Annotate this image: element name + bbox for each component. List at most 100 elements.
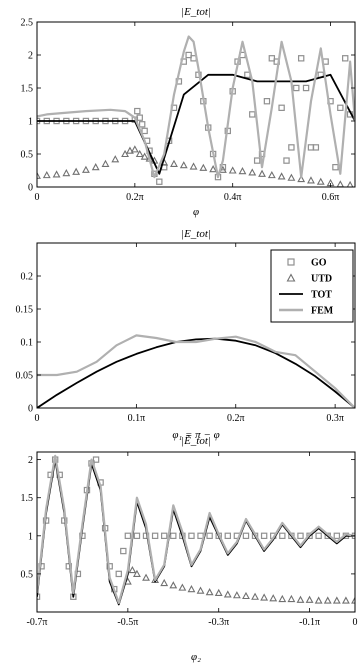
- chart-title: |Ẽ_tot|: [181, 435, 211, 447]
- go-point: [242, 532, 250, 540]
- utd-point: [42, 170, 51, 179]
- x-axis-label: φ₂: [191, 651, 201, 663]
- utd-point: [205, 588, 214, 596]
- legend-label-go: GO: [311, 258, 327, 269]
- utd-point: [238, 167, 247, 175]
- y-tick-label: 0: [28, 183, 33, 194]
- go-point: [279, 532, 286, 540]
- plot-area: [37, 35, 355, 187]
- x-tick-label: 0: [35, 192, 40, 203]
- utd-point: [140, 152, 149, 160]
- go-point: [141, 127, 148, 135]
- series-line-tot: [37, 73, 355, 175]
- y-tick-label: 0.5: [21, 569, 34, 580]
- go-point: [332, 164, 339, 171]
- chart-title: |E_tot|: [181, 6, 211, 18]
- utd-point: [178, 583, 187, 591]
- utd-point: [251, 592, 259, 600]
- plot-frame: [36, 242, 356, 409]
- utd-point: [133, 569, 141, 577]
- y-tick-label: 1: [28, 531, 33, 542]
- utd-point: [111, 155, 120, 163]
- plot-frame: [36, 21, 356, 188]
- utd-point: [228, 166, 237, 174]
- utd-point: [323, 596, 332, 604]
- go-point: [249, 111, 256, 118]
- utd-point: [336, 180, 345, 187]
- go-point: [297, 55, 305, 62]
- utd-point: [214, 588, 223, 597]
- utd-point: [199, 163, 208, 171]
- x-tick-label: 0.2π: [227, 413, 245, 424]
- series-line-fem: [37, 334, 355, 408]
- go-point: [333, 532, 341, 540]
- utd-point: [187, 584, 196, 593]
- go-point: [293, 84, 300, 92]
- go-point: [337, 104, 344, 111]
- utd-point: [287, 173, 296, 181]
- y-tick-label: 0: [28, 404, 33, 415]
- y-tick-label: 1.5: [21, 493, 34, 504]
- utd-point: [72, 167, 81, 175]
- go-point: [315, 532, 322, 540]
- utd-point: [314, 596, 323, 604]
- go-point: [120, 547, 127, 555]
- utd-point: [130, 145, 139, 153]
- x-tick-label: 0.4π: [224, 192, 242, 203]
- y-tick-label: 0.05: [16, 371, 34, 382]
- x-tick-label: 0: [35, 413, 40, 424]
- x-tick-label: 0.1π: [128, 413, 146, 424]
- plot-frame: [36, 451, 356, 613]
- legend-label-fem: FEM: [311, 306, 334, 317]
- utd-point: [305, 595, 314, 603]
- y-tick-label: 2: [28, 51, 33, 62]
- utd-point: [223, 590, 232, 598]
- go-point: [283, 157, 290, 164]
- x-axis-label: φ₁ = π − φ: [172, 429, 219, 441]
- y-tick-label: 1: [28, 117, 33, 128]
- go-point: [260, 532, 268, 540]
- go-point: [206, 532, 213, 540]
- utd-point: [135, 149, 144, 158]
- go-point: [136, 114, 143, 121]
- utd-point: [142, 573, 150, 581]
- x-tick-label: -0.1π: [299, 617, 320, 628]
- utd-point: [278, 594, 287, 603]
- x-tick-label: 0.6π: [322, 192, 340, 203]
- utd-point: [297, 174, 306, 183]
- go-point: [151, 532, 159, 540]
- utd-point: [52, 170, 61, 178]
- utd-point: [37, 171, 41, 179]
- utd-point: [209, 165, 218, 173]
- utd-point: [196, 586, 205, 594]
- utd-point: [126, 146, 134, 154]
- x-tick-label: 0.2π: [126, 192, 144, 203]
- chart-panel-2: |E_tot| 0 0.1π 0.2π 0.3π 0 0.05 0.1 0.15 0.2 φ₁ = …: [16, 228, 356, 441]
- y-tick-label: 0.2: [21, 272, 34, 283]
- legend-label-tot: TOT: [311, 290, 332, 301]
- series-line-tot: [37, 458, 355, 606]
- go-point: [115, 570, 122, 578]
- utd-point: [62, 168, 71, 177]
- y-tick-label: 1.5: [21, 84, 34, 95]
- utd-point: [287, 594, 296, 603]
- utd-point: [269, 594, 278, 602]
- utd-point: [296, 595, 305, 603]
- utd-point: [170, 159, 178, 167]
- series-line-tot: [37, 337, 355, 408]
- y-tick-label: 0.1: [21, 338, 34, 349]
- go-point: [312, 144, 320, 151]
- go-point: [133, 532, 141, 540]
- utd-point: [242, 591, 250, 600]
- go-point: [124, 532, 132, 540]
- utd-point: [232, 591, 241, 599]
- go-point: [297, 532, 304, 540]
- go-point: [185, 51, 192, 59]
- legend: GO UTD TOT FEM: [270, 249, 354, 323]
- chart-title: |E_tot|: [181, 228, 211, 240]
- utd-point: [341, 596, 350, 604]
- x-tick-label: -0.7π: [27, 617, 48, 628]
- utd-point: [189, 162, 198, 170]
- legend-triangle-marker: [286, 273, 296, 282]
